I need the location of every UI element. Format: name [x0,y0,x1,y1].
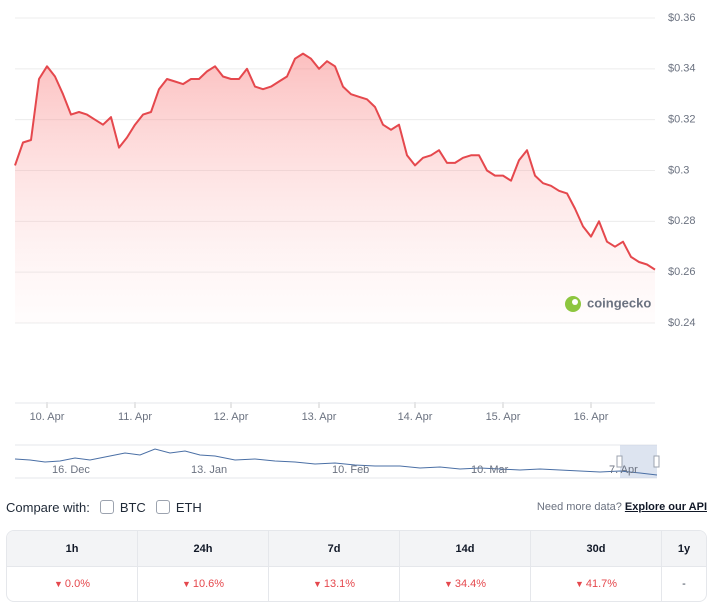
y-tick-label: $0.32 [668,114,696,126]
x-tick-label: 10. Apr [30,411,65,423]
x-tick-label: 12. Apr [214,411,249,423]
compare-label: Compare with: [6,499,90,515]
header-cell: 24h [138,531,269,566]
y-tick-label: $0.3 [668,164,689,176]
value-text: 41.7% [585,578,618,590]
x-tick-label: 14. Apr [398,411,433,423]
header-cell: 7d [269,531,400,566]
header-cell: 14d [400,531,531,566]
performance-table: 1h 24h 7d 14d 30d 1y ▼ 0.0% ▼ 10.6% ▼ 13.1%… [6,530,707,602]
more-data: Need more data? Explore our API [537,501,707,513]
value-cell: ▼ 34.4% [400,566,531,601]
value-text: 10.6% [192,578,225,590]
value-text: 13.1% [323,578,356,590]
compare-option[interactable]: BTC [119,499,146,515]
x-tick-label: 13. Apr [302,411,337,423]
header-row: 1h 24h 7d 14d 30d 1y [7,531,706,566]
navigator-label: 7. Apr [609,464,638,476]
navigator-label: 10. Mar [471,464,509,476]
compare-row: Compare with: BTC ETH Need more data? Exp… [6,497,707,517]
value-cell: - [662,566,706,601]
value-text: - [682,578,686,590]
value-text: 0.0% [64,578,90,590]
y-tick-label: $0.24 [668,317,696,329]
area [15,53,655,323]
y-tick-label: $0.26 [668,266,696,278]
api-link[interactable]: Explore our API [624,501,707,513]
more-text: Need more data? [536,501,622,513]
price-line [14,52,656,271]
navigator-label: 10. Feb [332,464,369,476]
x-tick-label: 15. Apr [486,411,521,423]
x-tick-label: 16. Apr [574,411,609,423]
header-cell: 30d [531,531,662,566]
checkbox[interactable] [99,500,114,514]
header-cell: 1y [662,531,706,566]
watermark: coingecko [565,295,651,312]
header-cell: 1h [7,531,138,566]
value-cell: ▼ 0.0% [7,566,138,601]
navigator-label: 16. Dec [52,464,90,476]
value-cell: ▼ 13.1% [269,566,400,601]
y-tick-label: $0.36 [668,12,696,24]
y-tick-label: $0.28 [668,215,696,227]
value-text: 34.4% [454,578,487,590]
compare-option[interactable]: ETH [175,499,202,515]
navigator: 16. Dec 13. Jan 10. Feb 10. Mar 7. Apr [14,444,660,479]
chart: 16. Dec 13. Jan 10. Feb 10. Mar 7. Apr $… [14,12,696,479]
value-row: ▼ 0.0% ▼ 10.6% ▼ 13.1% ▼ 34.4% ▼ 41.7% - [7,566,706,601]
checkbox[interactable] [155,500,170,514]
watermark-text: coingecko [587,295,651,310]
navigator-label: 13. Jan [191,464,227,476]
x-tick-label: 11. Apr [118,411,152,423]
y-tick-label: $0.34 [668,63,696,75]
value-cell: ▼ 41.7% [531,566,662,601]
value-cell: ▼ 10.6% [138,566,269,601]
